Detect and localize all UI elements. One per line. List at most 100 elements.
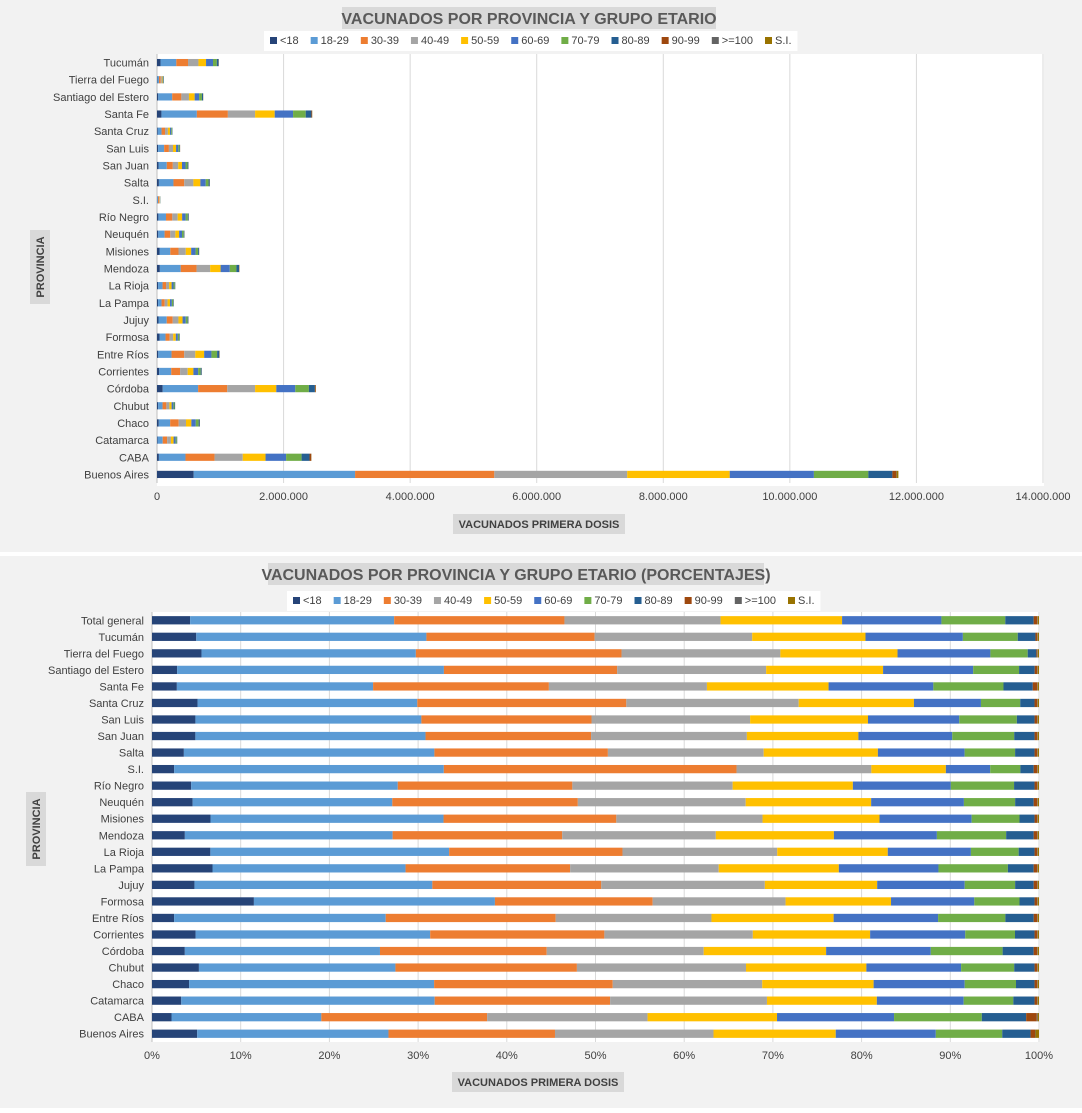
bar-segment: [179, 248, 186, 255]
bar-segment: [892, 471, 896, 478]
bar-segment: [842, 616, 941, 624]
bar-segment: [1014, 732, 1034, 740]
bar-segment: [1015, 930, 1035, 938]
bar-segment: [152, 699, 198, 707]
bar-segment: [188, 316, 189, 323]
bar-segment: [306, 110, 312, 117]
legend-label: 50-59: [494, 595, 522, 607]
x-tick-label: 60%: [673, 1050, 695, 1062]
legend-label: 70-79: [594, 595, 622, 607]
bar-segment: [217, 59, 219, 66]
bar-segment: [171, 128, 172, 135]
bar-segment: [444, 815, 617, 823]
bar-segment: [836, 1030, 936, 1038]
bar-segment: [1034, 881, 1038, 889]
bar-segment: [170, 248, 178, 255]
bar-segment: [564, 616, 720, 624]
bar-segment: [896, 471, 898, 478]
bar-segment: [595, 633, 753, 641]
legend-swatch: [635, 597, 642, 604]
bar-segment: [1013, 997, 1034, 1005]
legend-label: 60-69: [521, 35, 549, 47]
bar-segment: [1038, 947, 1039, 955]
bar-segment: [172, 213, 177, 220]
bar-segment: [176, 59, 188, 66]
bar-segment: [1038, 980, 1039, 988]
bar-segment: [185, 947, 380, 955]
bar-segment: [1019, 666, 1035, 674]
bar-segment: [1038, 666, 1039, 674]
bar-segment: [990, 765, 1020, 773]
bar-segment: [616, 815, 762, 823]
bar-segment: [157, 368, 159, 375]
bar-segment: [570, 864, 719, 872]
bar-segment: [172, 402, 174, 409]
bar-segment: [494, 471, 627, 478]
bar-segment: [777, 1013, 894, 1021]
bar-segment: [157, 128, 158, 135]
bar-segment: [834, 831, 937, 839]
bar-segment: [152, 649, 201, 657]
bar-segment: [186, 248, 191, 255]
bar-segment: [185, 454, 214, 461]
bar-segment: [157, 334, 160, 341]
bar-segment: [1038, 881, 1039, 889]
bar-segment: [865, 633, 962, 641]
bar-segment: [578, 798, 746, 806]
bar-segment: [1034, 616, 1038, 624]
bar-segment: [952, 732, 1014, 740]
x-tick-label: 40%: [496, 1050, 518, 1062]
bar-segment: [174, 765, 444, 773]
bar-segment: [737, 765, 872, 773]
bar-segment: [211, 351, 217, 358]
bar-segment: [174, 282, 175, 289]
bar-segment: [434, 748, 608, 756]
chart-title: VACUNADOS POR PROVINCIA Y GRUPO ETARIO: [341, 11, 716, 28]
legend-label: 18-29: [321, 35, 349, 47]
bar-segment: [555, 1030, 714, 1038]
chart-percent: VACUNADOS POR PROVINCIA Y GRUPO ETARIO (…: [0, 556, 1082, 1108]
bar-segment: [227, 385, 255, 392]
bar-segment: [964, 798, 1015, 806]
bar-segment: [549, 682, 707, 690]
bar-segment: [1038, 897, 1039, 905]
bar-segment: [1037, 1013, 1038, 1021]
category-label: Misiones: [106, 246, 150, 258]
x-tick-label: 2.000.000: [259, 491, 308, 503]
category-label: Jujuy: [123, 315, 149, 327]
bar-segment: [868, 471, 892, 478]
bar-segment: [965, 980, 1016, 988]
bar-segment: [172, 351, 185, 358]
bar-segment: [1003, 947, 1034, 955]
bar-segment: [767, 997, 877, 1005]
category-label: Salta: [119, 748, 145, 760]
bar-segment: [933, 682, 1003, 690]
bar-segment: [858, 732, 952, 740]
category-label: Río Negro: [94, 781, 144, 793]
bar-segment: [704, 947, 826, 955]
bar-segment: [157, 248, 160, 255]
bar-segment: [275, 110, 293, 117]
bar-segment: [937, 831, 1006, 839]
bar-segment: [176, 436, 177, 443]
bar-segment: [719, 864, 839, 872]
bar-segment: [158, 351, 171, 358]
bar-segment: [1035, 715, 1038, 723]
bar-segment: [152, 666, 177, 674]
x-tick-label: 8.000.000: [639, 491, 688, 503]
bar-segment: [1033, 682, 1037, 690]
bar-segment: [166, 334, 170, 341]
bar-segment: [184, 748, 435, 756]
legend-swatch: [293, 597, 300, 604]
bar-segment: [196, 633, 426, 641]
bar-segment: [610, 997, 767, 1005]
bar-segment: [175, 231, 179, 238]
bar-segment: [1038, 765, 1039, 773]
legend-label: 40-49: [421, 35, 449, 47]
bar-segment: [982, 1013, 1026, 1021]
bar-segment: [163, 282, 166, 289]
bar-segment: [1038, 649, 1039, 657]
bar-segment: [1035, 980, 1038, 988]
bar-segment: [1038, 682, 1039, 690]
category-label: Total general: [81, 615, 144, 627]
